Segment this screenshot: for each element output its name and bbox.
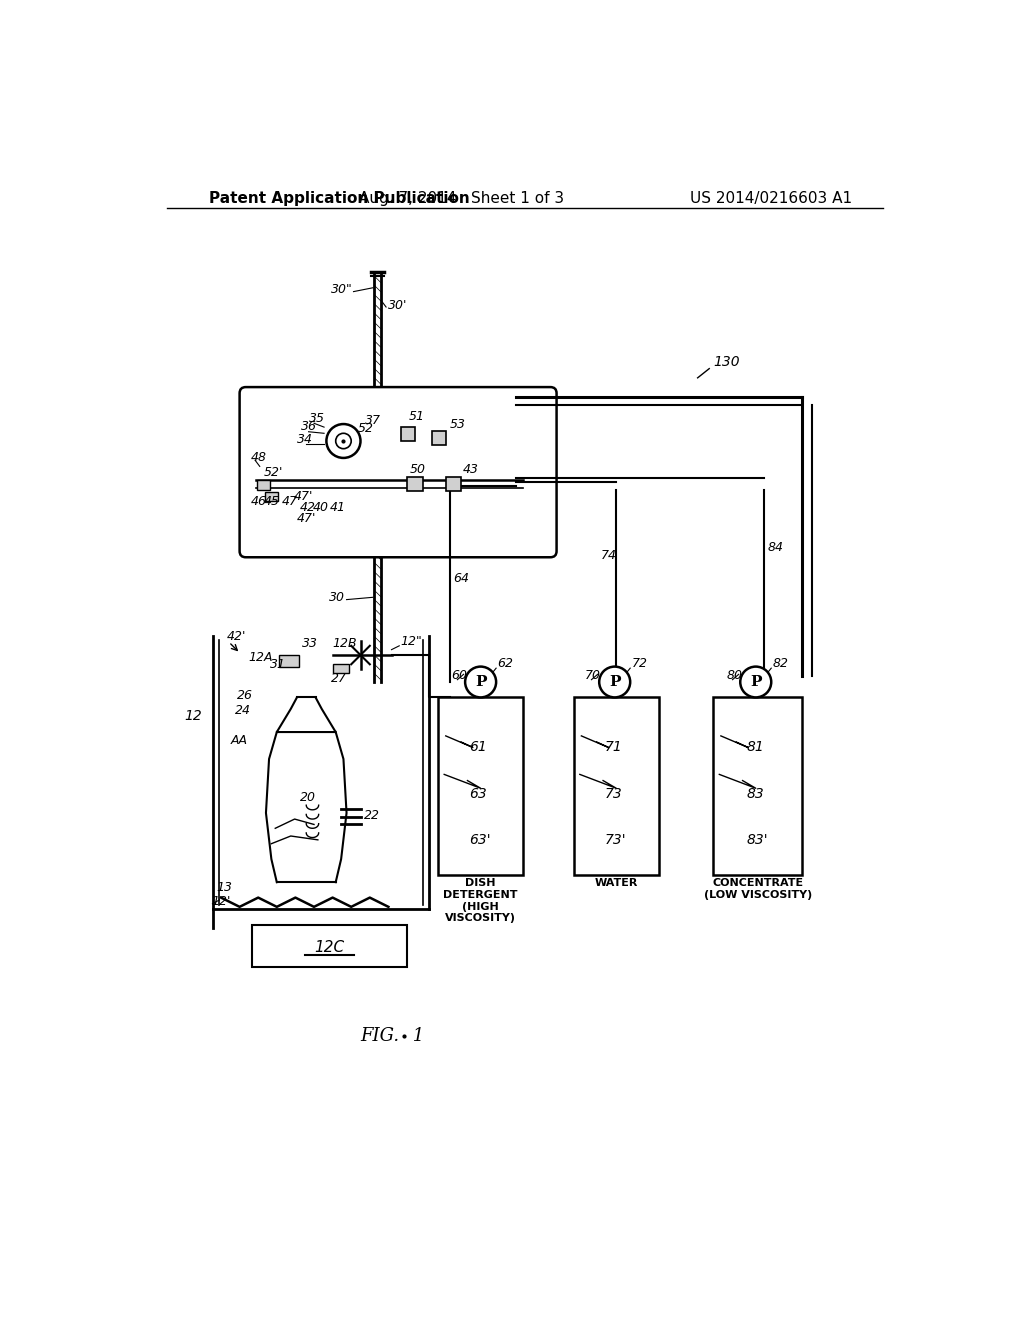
Text: 51: 51: [409, 411, 425, 424]
Text: CONCENTRATE
(LOW VISCOSITY): CONCENTRATE (LOW VISCOSITY): [703, 878, 812, 900]
Text: 62: 62: [498, 656, 514, 669]
Bar: [257, 480, 270, 490]
Text: 81: 81: [746, 741, 764, 754]
Text: 35: 35: [308, 412, 325, 425]
Text: 12A: 12A: [248, 651, 272, 664]
Text: 45: 45: [263, 495, 280, 508]
Text: 83: 83: [746, 787, 764, 800]
Text: 37: 37: [366, 414, 381, 428]
Text: 42: 42: [300, 502, 316, 513]
Text: 33: 33: [302, 638, 318, 651]
Bar: [713, 697, 802, 875]
Text: 12": 12": [400, 635, 423, 648]
Text: 74: 74: [601, 549, 616, 562]
Text: 12': 12': [212, 895, 231, 908]
Text: 31: 31: [270, 659, 286, 671]
Bar: [438, 697, 523, 875]
Text: 12C: 12C: [314, 940, 344, 956]
Text: 72: 72: [632, 656, 648, 669]
Text: FIG.: FIG.: [360, 1027, 399, 1045]
Text: DISH
DETERGENT
(HIGH
VISCOSITY): DISH DETERGENT (HIGH VISCOSITY): [443, 878, 518, 923]
Bar: [407, 478, 423, 491]
Text: 12: 12: [184, 710, 202, 723]
Text: 64: 64: [454, 572, 469, 585]
Text: 84: 84: [767, 541, 783, 554]
Text: 63': 63': [469, 833, 490, 846]
Bar: [252, 924, 407, 966]
Text: WATER: WATER: [595, 878, 638, 888]
Circle shape: [599, 667, 630, 697]
Text: 50: 50: [410, 462, 425, 475]
Bar: [432, 432, 445, 445]
Text: AA: AA: [231, 734, 248, 747]
Circle shape: [465, 667, 496, 697]
Text: 47': 47': [297, 512, 316, 525]
Text: 47': 47': [294, 490, 313, 503]
Text: 130: 130: [713, 355, 739, 370]
Text: 82: 82: [773, 656, 788, 669]
Text: 83': 83': [746, 833, 768, 846]
Bar: [445, 478, 461, 491]
Text: 63: 63: [469, 787, 486, 800]
FancyBboxPatch shape: [240, 387, 557, 557]
Text: P: P: [475, 675, 486, 689]
Text: 36: 36: [301, 420, 316, 433]
Bar: [400, 428, 415, 441]
Text: 80: 80: [726, 669, 742, 682]
Circle shape: [740, 667, 771, 697]
Text: 26: 26: [237, 689, 253, 702]
Text: 12B: 12B: [333, 638, 357, 651]
Text: P: P: [750, 675, 762, 689]
Text: 42': 42': [226, 630, 246, 643]
Text: 52': 52': [263, 466, 283, 479]
Text: 30": 30": [331, 284, 352, 296]
Text: 30': 30': [388, 298, 407, 312]
Text: 70: 70: [586, 669, 601, 682]
Text: 1: 1: [407, 1027, 424, 1045]
Text: 71: 71: [604, 741, 623, 754]
Text: P: P: [609, 675, 621, 689]
Text: 43: 43: [463, 462, 479, 475]
Text: 47: 47: [282, 495, 297, 508]
Bar: [573, 697, 658, 875]
Text: 48: 48: [251, 451, 266, 465]
Text: 41: 41: [330, 502, 345, 513]
Text: 27: 27: [331, 672, 347, 685]
Text: 61: 61: [469, 741, 486, 754]
Text: 60: 60: [452, 669, 467, 682]
Text: 40: 40: [312, 502, 329, 513]
Bar: [334, 664, 349, 673]
Bar: [280, 655, 299, 667]
Text: Patent Application Publication: Patent Application Publication: [209, 191, 470, 206]
Text: 73': 73': [604, 833, 627, 846]
Text: 22: 22: [365, 809, 380, 822]
Text: 13: 13: [216, 882, 232, 895]
Text: 73: 73: [604, 787, 623, 800]
Text: 24: 24: [234, 705, 251, 717]
Text: 52: 52: [357, 422, 374, 434]
Text: 30: 30: [329, 591, 345, 605]
Text: Aug. 7, 2014   Sheet 1 of 3: Aug. 7, 2014 Sheet 1 of 3: [358, 191, 564, 206]
Text: 53: 53: [450, 418, 466, 430]
Text: 46: 46: [251, 495, 266, 508]
Bar: [265, 492, 278, 502]
Text: US 2014/0216603 A1: US 2014/0216603 A1: [690, 191, 852, 206]
Text: 20: 20: [300, 792, 316, 804]
Text: 34: 34: [297, 433, 313, 446]
